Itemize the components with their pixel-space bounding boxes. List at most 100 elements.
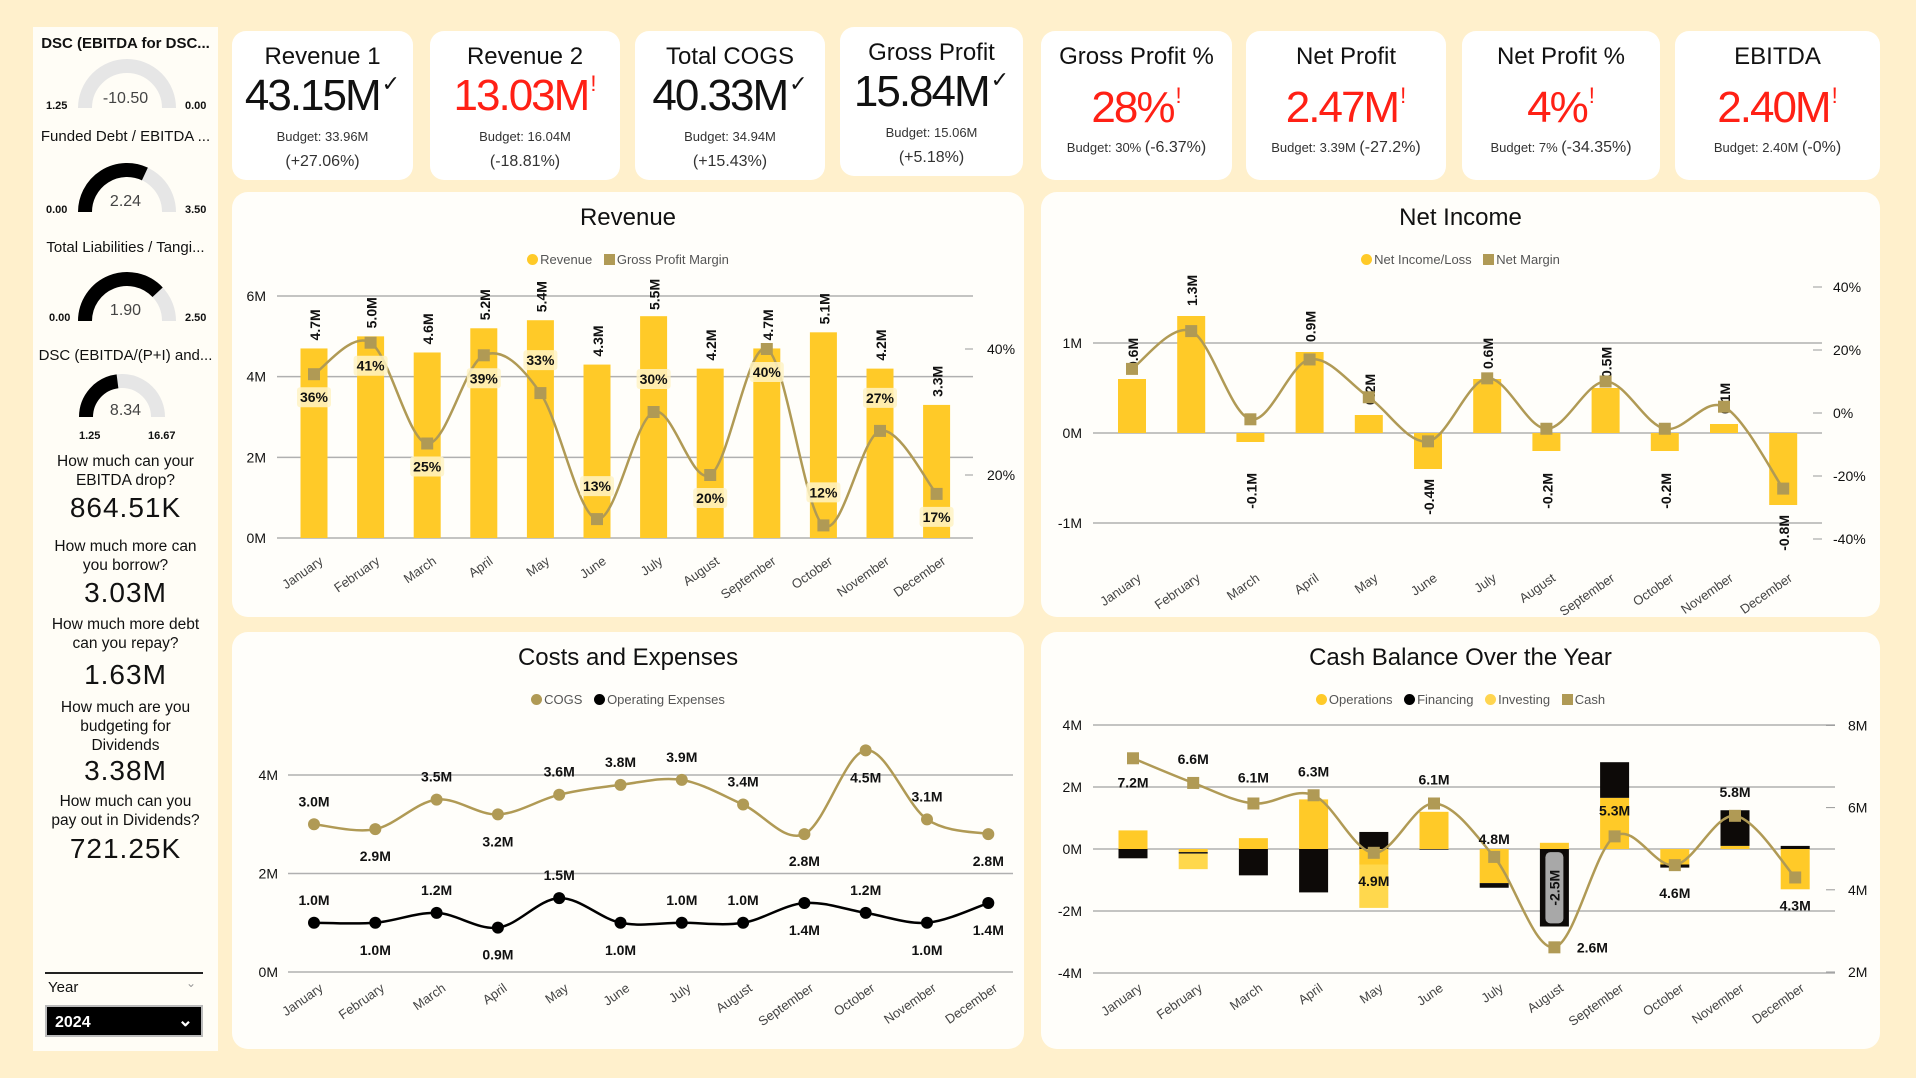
kpi-budget: Budget: 7% (-34.35%) (1462, 139, 1660, 157)
x-axis-label: November (1689, 980, 1747, 1027)
label-background (1545, 852, 1564, 924)
legend-item[interactable]: Cash (1561, 692, 1605, 707)
net-margin-marker (1599, 375, 1612, 388)
question-line: you borrow? (82, 557, 169, 574)
cogs-marker (921, 813, 933, 826)
label-background (353, 355, 388, 376)
kpi-variance: (-18.81%) (489, 153, 561, 170)
legend-marker (603, 254, 615, 265)
cash-marker (1127, 752, 1139, 765)
opex-marker (308, 916, 320, 929)
kpi-card-net-profit-pct: Net Profit % 4%! Budget: 7% (-34.35%) (1462, 31, 1660, 180)
net-margin-marker (1422, 435, 1434, 448)
legend-item[interactable]: Gross Profit Margin (603, 252, 729, 267)
question-repay: How much more debt can you repay? (33, 615, 218, 653)
gross-margin-data-label: 17% (923, 509, 952, 525)
legend-item[interactable]: Operating Expenses (594, 692, 725, 707)
kpi-variance: (-27.2%) (1359, 139, 1421, 156)
chart-legend: Net Income/Loss Net Margin (1041, 252, 1880, 267)
cogs-marker (430, 793, 443, 806)
year-dropdown[interactable]: 2024 ⌄ (45, 1005, 203, 1037)
gauge-title-total-liabilities: Total Liabilities / Tangi... (46, 239, 205, 256)
financing-bar (1419, 849, 1449, 850)
opex-data-label: 1.0M (605, 942, 636, 958)
net-income-data-label: -0.4M (1421, 479, 1437, 515)
revenue-data-label: 4.7M (307, 309, 323, 340)
gross-margin-marker (760, 343, 773, 355)
net-income-bar (1710, 424, 1738, 433)
gross-margin-marker (817, 519, 830, 532)
gross-margin-marker (477, 349, 490, 362)
x-axis-label: February (1154, 980, 1206, 1022)
kpi-card-gross-profit-pct: Gross Profit % 28%! Budget: 30% (-6.37%) (1041, 31, 1232, 180)
cash-data-label: 6.3M (1298, 763, 1329, 779)
financing-bar (1780, 845, 1810, 849)
cogs-data-label: 2.8M (973, 853, 1004, 869)
opex-data-label: 1.2M (421, 882, 452, 898)
cash-marker (1668, 859, 1681, 872)
net-margin-marker (1303, 353, 1316, 366)
opex-marker (798, 897, 811, 910)
legend-item[interactable]: Operations (1315, 692, 1392, 707)
kpi-card-total-cogs: Total COGS 40.33M✓ Budget: 34.94M (+15.4… (635, 31, 825, 180)
cogs-data-label: 3.9M (666, 749, 697, 765)
chart-title: Cash Balance Over the Year (1309, 644, 1612, 671)
y-axis-label: 0M (1063, 841, 1082, 857)
check-icon: ✓ (789, 71, 808, 96)
x-axis-label: September (1557, 570, 1618, 619)
opex-line (313, 896, 989, 930)
label-background (919, 506, 954, 527)
kpi-title: Revenue 2 (466, 43, 584, 70)
revenue-bar (640, 316, 668, 538)
question-dividends-payout: How much can you pay out in Dividends? (33, 792, 218, 830)
kpi-title: Net Profit % (1496, 43, 1626, 70)
investing-bar (1178, 853, 1208, 870)
legend-marker (594, 694, 606, 705)
revenue-data-label: 4.7M (760, 309, 776, 340)
legend-item[interactable]: COGS (531, 692, 582, 707)
gross-margin-marker (874, 424, 886, 437)
legend-item[interactable]: Net Income/Loss (1361, 252, 1472, 267)
legend-marker (1404, 694, 1416, 705)
gauge-min: 0.00 (46, 204, 68, 216)
kpi-budget: Budget: 2.40M (-0%) (1675, 139, 1880, 157)
value-repay: 1.63M (84, 659, 167, 690)
label-background (410, 456, 445, 477)
y-axis-label: -4M (1058, 965, 1082, 981)
x-axis-label: July (1471, 570, 1499, 596)
revenue-data-label: 4.3M (590, 325, 606, 356)
gross-margin-marker (421, 437, 434, 450)
x-axis-label: October (1630, 570, 1677, 609)
chevron-down-icon[interactable]: ⌄ (186, 976, 197, 990)
chart-legend: COGS Operating Expenses (232, 692, 1024, 707)
legend-item[interactable]: Investing (1485, 692, 1550, 707)
y-axis-label: -2M (1058, 903, 1082, 919)
label-background (749, 362, 784, 382)
x-axis-label: February (331, 553, 383, 595)
revenue-data-label: 5.5M (647, 279, 663, 310)
legend-item[interactable]: Net Margin (1483, 252, 1560, 267)
opex-marker (859, 906, 872, 919)
net-income-data-label: -0.8M (1776, 515, 1792, 551)
cogs-marker (614, 778, 627, 791)
cogs-marker (737, 798, 750, 811)
question-line: How much can your (57, 453, 194, 470)
legend-marker (1561, 694, 1573, 705)
chart-title: Costs and Expenses (517, 644, 739, 671)
divider (45, 972, 203, 974)
kpi-value-text: 43.15M (244, 71, 382, 120)
kpi-budget: Budget: 3.39M (-27.2%) (1246, 139, 1446, 157)
kpi-budget-text: Budget: 3.39M (1271, 140, 1356, 155)
gauge-title-funded-debt: Funded Debt / EBITDA ... (40, 128, 211, 145)
kpi-variance: (+5.18%) (898, 149, 965, 166)
opex-marker (553, 892, 566, 905)
cogs-data-label: 2.9M (360, 848, 391, 864)
kpi-value-text: 13.03M (453, 71, 591, 120)
gross-margin-marker (591, 513, 603, 526)
legend-item[interactable]: Financing (1404, 692, 1473, 707)
cash-marker (1367, 846, 1380, 859)
net-income-bar (1354, 415, 1383, 433)
label-background (693, 488, 728, 508)
legend-item[interactable]: Revenue (527, 252, 592, 267)
